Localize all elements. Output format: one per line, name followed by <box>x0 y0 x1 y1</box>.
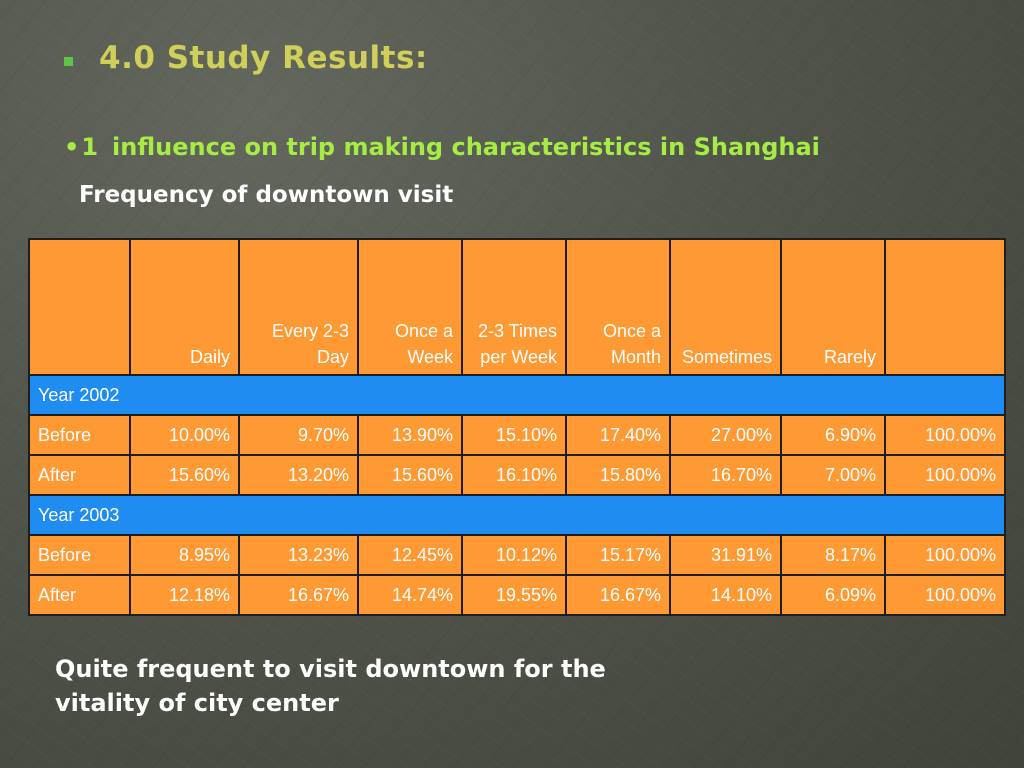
results-table: Daily Every 2-3 Day Once a Week 2-3 Time… <box>28 238 1006 616</box>
table-cell: 10.00% <box>129 414 240 456</box>
slide-title: 4.0 Study Results: <box>64 40 428 76</box>
table-cell: 8.17% <box>780 534 886 576</box>
table-cell: 9.70% <box>238 414 359 456</box>
header-cell: Every 2-3 Day <box>238 238 359 376</box>
table-cell: 17.40% <box>565 414 671 456</box>
table-cell: 12.18% <box>129 574 240 616</box>
header-cell: Sometimes <box>669 238 782 376</box>
table-cell: 15.80% <box>565 454 671 496</box>
table-cell: 15.17% <box>565 534 671 576</box>
table-caption: Frequency of downtown visit <box>79 182 454 208</box>
table-cell: 6.90% <box>780 414 886 456</box>
table-header-row: Daily Every 2-3 Day Once a Week 2-3 Time… <box>28 238 1006 376</box>
table-row: Before 8.95% 13.23% 12.45% 10.12% 15.17%… <box>28 534 1006 576</box>
table-cell: 13.90% <box>357 414 463 456</box>
row-label: Before <box>28 414 131 456</box>
table-cell: 8.95% <box>129 534 240 576</box>
section-number: 1 <box>81 133 99 161</box>
header-cell: 2-3 Times per Week <box>461 238 567 376</box>
table-cell: 16.10% <box>461 454 567 496</box>
table-cell: 100.00% <box>884 414 1006 456</box>
row-label: Before <box>28 534 131 576</box>
table-cell: 19.55% <box>461 574 567 616</box>
table-cell: 12.45% <box>357 534 463 576</box>
table-cell: 10.12% <box>461 534 567 576</box>
section-heading-text: influence on trip making characteristics… <box>112 133 820 161</box>
header-cell: Rarely <box>780 238 886 376</box>
square-bullet-icon <box>64 56 73 66</box>
header-cell: Daily <box>129 238 240 376</box>
header-cell <box>884 238 1006 376</box>
table-cell: 100.00% <box>884 454 1006 496</box>
section-heading: •1 influence on trip making characteristi… <box>64 133 820 161</box>
table-cell: 16.67% <box>238 574 359 616</box>
year-group-row: Year 2003 <box>28 494 1006 536</box>
table-cell: 15.60% <box>357 454 463 496</box>
year-group-row: Year 2002 <box>28 374 1006 416</box>
conclusion-line: vitality of city center <box>55 689 339 717</box>
table-cell: 15.10% <box>461 414 567 456</box>
round-bullet-icon: • <box>64 133 80 161</box>
year-label: Year 2002 <box>28 374 1006 416</box>
header-cell: Once a Week <box>357 238 463 376</box>
conclusion-line: Quite frequent to visit downtown for the <box>55 655 606 683</box>
table-cell: 14.10% <box>669 574 782 616</box>
table-cell: 14.74% <box>357 574 463 616</box>
table-cell: 13.20% <box>238 454 359 496</box>
table-row: After 12.18% 16.67% 14.74% 19.55% 16.67%… <box>28 574 1006 616</box>
table-cell: 31.91% <box>669 534 782 576</box>
table-cell: 7.00% <box>780 454 886 496</box>
table-row: After 15.60% 13.20% 15.60% 16.10% 15.80%… <box>28 454 1006 496</box>
row-label: After <box>28 454 131 496</box>
title-text: 4.0 Study Results: <box>99 40 428 76</box>
table-cell: 100.00% <box>884 574 1006 616</box>
table-row: Before 10.00% 9.70% 13.90% 15.10% 17.40%… <box>28 414 1006 456</box>
row-label: After <box>28 574 131 616</box>
header-cell <box>28 238 131 376</box>
table-cell: 6.09% <box>780 574 886 616</box>
header-cell: Once a Month <box>565 238 671 376</box>
table-cell: 16.67% <box>565 574 671 616</box>
year-label: Year 2003 <box>28 494 1006 536</box>
table-cell: 27.00% <box>669 414 782 456</box>
conclusion-text: Quite frequent to visit downtown for the… <box>55 652 755 720</box>
table-cell: 100.00% <box>884 534 1006 576</box>
table-cell: 16.70% <box>669 454 782 496</box>
table-cell: 15.60% <box>129 454 240 496</box>
table-cell: 13.23% <box>238 534 359 576</box>
